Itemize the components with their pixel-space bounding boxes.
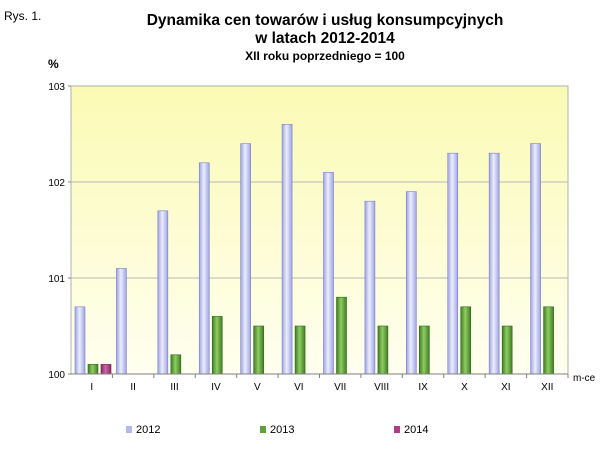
legend-swatch-2013 bbox=[260, 426, 266, 433]
gridlines bbox=[71, 181, 568, 279]
x-tick-label: XII bbox=[541, 382, 553, 393]
legend-label-2013: 2013 bbox=[270, 424, 294, 436]
x-tick-label: IV bbox=[211, 382, 221, 393]
bar-2013-IX bbox=[419, 325, 430, 375]
bar-2012-XI bbox=[488, 152, 500, 375]
y-tick-label: 102 bbox=[48, 178, 65, 189]
chart-title-years: w latach 2012-2014 bbox=[255, 30, 395, 47]
legend-label-2014: 2014 bbox=[404, 424, 428, 436]
bar-2012-III bbox=[157, 210, 169, 375]
chart-subtitle: XII roku poprzedniego = 100 bbox=[245, 49, 405, 63]
bar-2013-VII bbox=[336, 296, 347, 375]
x-tick-label: III bbox=[170, 382, 178, 393]
bar-2013-X bbox=[460, 306, 472, 375]
x-tick-label: IX bbox=[418, 382, 428, 393]
legend: 2012 2013 2014 bbox=[126, 424, 428, 436]
bar-2013-V bbox=[253, 325, 264, 375]
y-axis-unit: % bbox=[48, 57, 59, 71]
x-tick-label: VIII bbox=[374, 382, 389, 393]
bar-2012-VI bbox=[281, 124, 293, 375]
bar-2012-I bbox=[74, 306, 86, 375]
bar-2012-V bbox=[240, 143, 251, 375]
legend-swatch-2014 bbox=[394, 426, 400, 433]
x-axis-label: m-ce bbox=[573, 373, 596, 384]
x-tick-label: X bbox=[461, 382, 468, 393]
bar-2014-I bbox=[100, 364, 112, 375]
x-tick-label: V bbox=[254, 382, 261, 393]
bar-2012-VII bbox=[323, 172, 334, 375]
bar-2013-I bbox=[87, 364, 99, 375]
x-tick-label: I bbox=[90, 382, 93, 393]
chart-title: Dynamika cen towarów i usług konsumpcyjn… bbox=[146, 12, 504, 29]
bar-2013-XII bbox=[543, 306, 554, 375]
legend-swatch-2012 bbox=[126, 426, 132, 433]
y-tick-label: 100 bbox=[48, 370, 65, 381]
x-tick-label: VI bbox=[294, 382, 303, 393]
bar-2013-III bbox=[170, 354, 182, 375]
bar-2012-X bbox=[447, 152, 459, 375]
bar-2012-IX bbox=[406, 191, 417, 375]
bar-2013-VI bbox=[294, 325, 306, 375]
bar-2012-II bbox=[116, 268, 127, 375]
bar-2012-XII bbox=[530, 143, 541, 375]
y-tick-label: 101 bbox=[48, 274, 65, 285]
legend-label-2012: 2012 bbox=[136, 424, 160, 436]
y-tick-label: 103 bbox=[48, 82, 65, 93]
bar-2013-VIII bbox=[377, 325, 389, 375]
bar-2012-IV bbox=[198, 162, 210, 375]
x-tick-label: XI bbox=[501, 382, 510, 393]
bar-2013-XI bbox=[501, 325, 513, 375]
bars bbox=[74, 124, 554, 375]
x-tick-label: VII bbox=[334, 382, 346, 393]
bar-2013-IV bbox=[211, 316, 223, 375]
figure-label: Rys. 1. bbox=[4, 9, 42, 23]
x-tick-label: II bbox=[130, 382, 136, 393]
bar-2012-VIII bbox=[364, 200, 376, 375]
